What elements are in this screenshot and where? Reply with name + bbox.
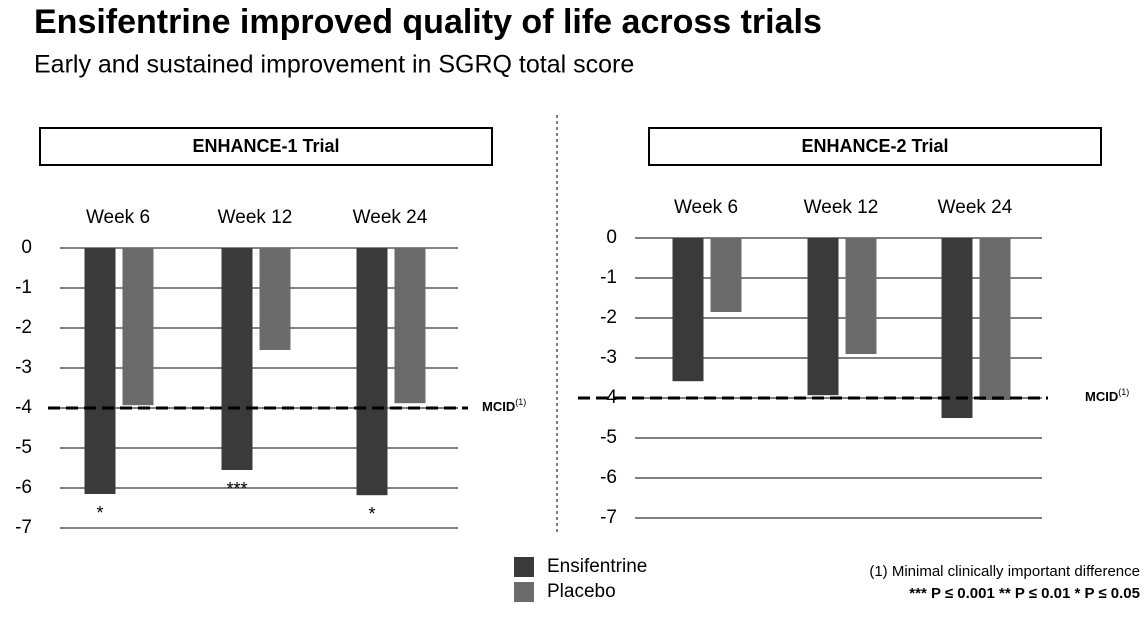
y-tick-label: -6 xyxy=(15,477,32,498)
bar xyxy=(710,238,742,312)
y-tick-label: -4 xyxy=(600,387,617,408)
y-tick-label: -3 xyxy=(600,347,617,368)
y-tick-label: -7 xyxy=(600,507,617,528)
significance-label: * xyxy=(368,504,375,524)
panel-title: ENHANCE-1 Trial xyxy=(192,136,339,156)
bar xyxy=(672,238,704,382)
y-tick-label: -2 xyxy=(15,317,32,338)
significance-label: *** xyxy=(226,479,247,499)
y-tick-label: -5 xyxy=(15,437,32,458)
bar xyxy=(84,248,116,494)
panel-title-box xyxy=(39,127,493,166)
legend-label: Ensifentrine xyxy=(547,556,647,577)
legend-swatch xyxy=(514,582,534,602)
x-category-label: Week 6 xyxy=(674,197,738,218)
x-category-label: Week 12 xyxy=(804,197,879,218)
y-tick-label: -4 xyxy=(15,397,32,418)
bar xyxy=(941,238,973,418)
bar xyxy=(356,248,388,496)
y-tick-label: -1 xyxy=(600,267,617,288)
mcid-note: (1) xyxy=(1118,387,1129,397)
legend-swatch xyxy=(514,557,534,577)
bar xyxy=(122,248,154,406)
significance-label: * xyxy=(96,503,103,523)
y-tick-label: 0 xyxy=(606,227,617,248)
legend-label: Placebo xyxy=(547,581,616,602)
bar xyxy=(807,238,839,396)
mcid-label: MCID(1) xyxy=(1085,387,1129,404)
mcid-label: MCID(1) xyxy=(482,397,526,414)
page-subtitle: Early and sustained improvement in SGRQ … xyxy=(34,51,634,79)
bar xyxy=(259,248,291,350)
mcid-label-text: MCID xyxy=(482,399,515,414)
y-tick-label: 0 xyxy=(21,237,32,258)
x-category-label: Week 24 xyxy=(353,207,428,228)
mcid-note: (1) xyxy=(515,397,526,407)
bar xyxy=(845,238,877,354)
bar xyxy=(221,248,253,470)
page-title: Ensifentrine improved quality of life ac… xyxy=(34,3,822,41)
panel-title: ENHANCE-2 Trial xyxy=(801,136,948,156)
y-tick-label: -1 xyxy=(15,277,32,298)
bar xyxy=(979,238,1011,400)
mcid-label-text: MCID xyxy=(1085,389,1118,404)
y-tick-label: -3 xyxy=(15,357,32,378)
footnote: *** P ≤ 0.001 ** P ≤ 0.01 * P ≤ 0.05 xyxy=(909,585,1140,602)
x-category-label: Week 12 xyxy=(218,207,293,228)
footnote: (1) Minimal clinically important differe… xyxy=(869,563,1140,580)
y-tick-label: -5 xyxy=(600,427,617,448)
y-tick-label: -2 xyxy=(600,307,617,328)
x-category-label: Week 24 xyxy=(938,197,1013,218)
bar xyxy=(394,248,426,404)
panel-title-box xyxy=(648,127,1102,166)
x-category-label: Week 6 xyxy=(86,207,150,228)
y-tick-label: -7 xyxy=(15,517,32,538)
y-tick-label: -6 xyxy=(600,467,617,488)
